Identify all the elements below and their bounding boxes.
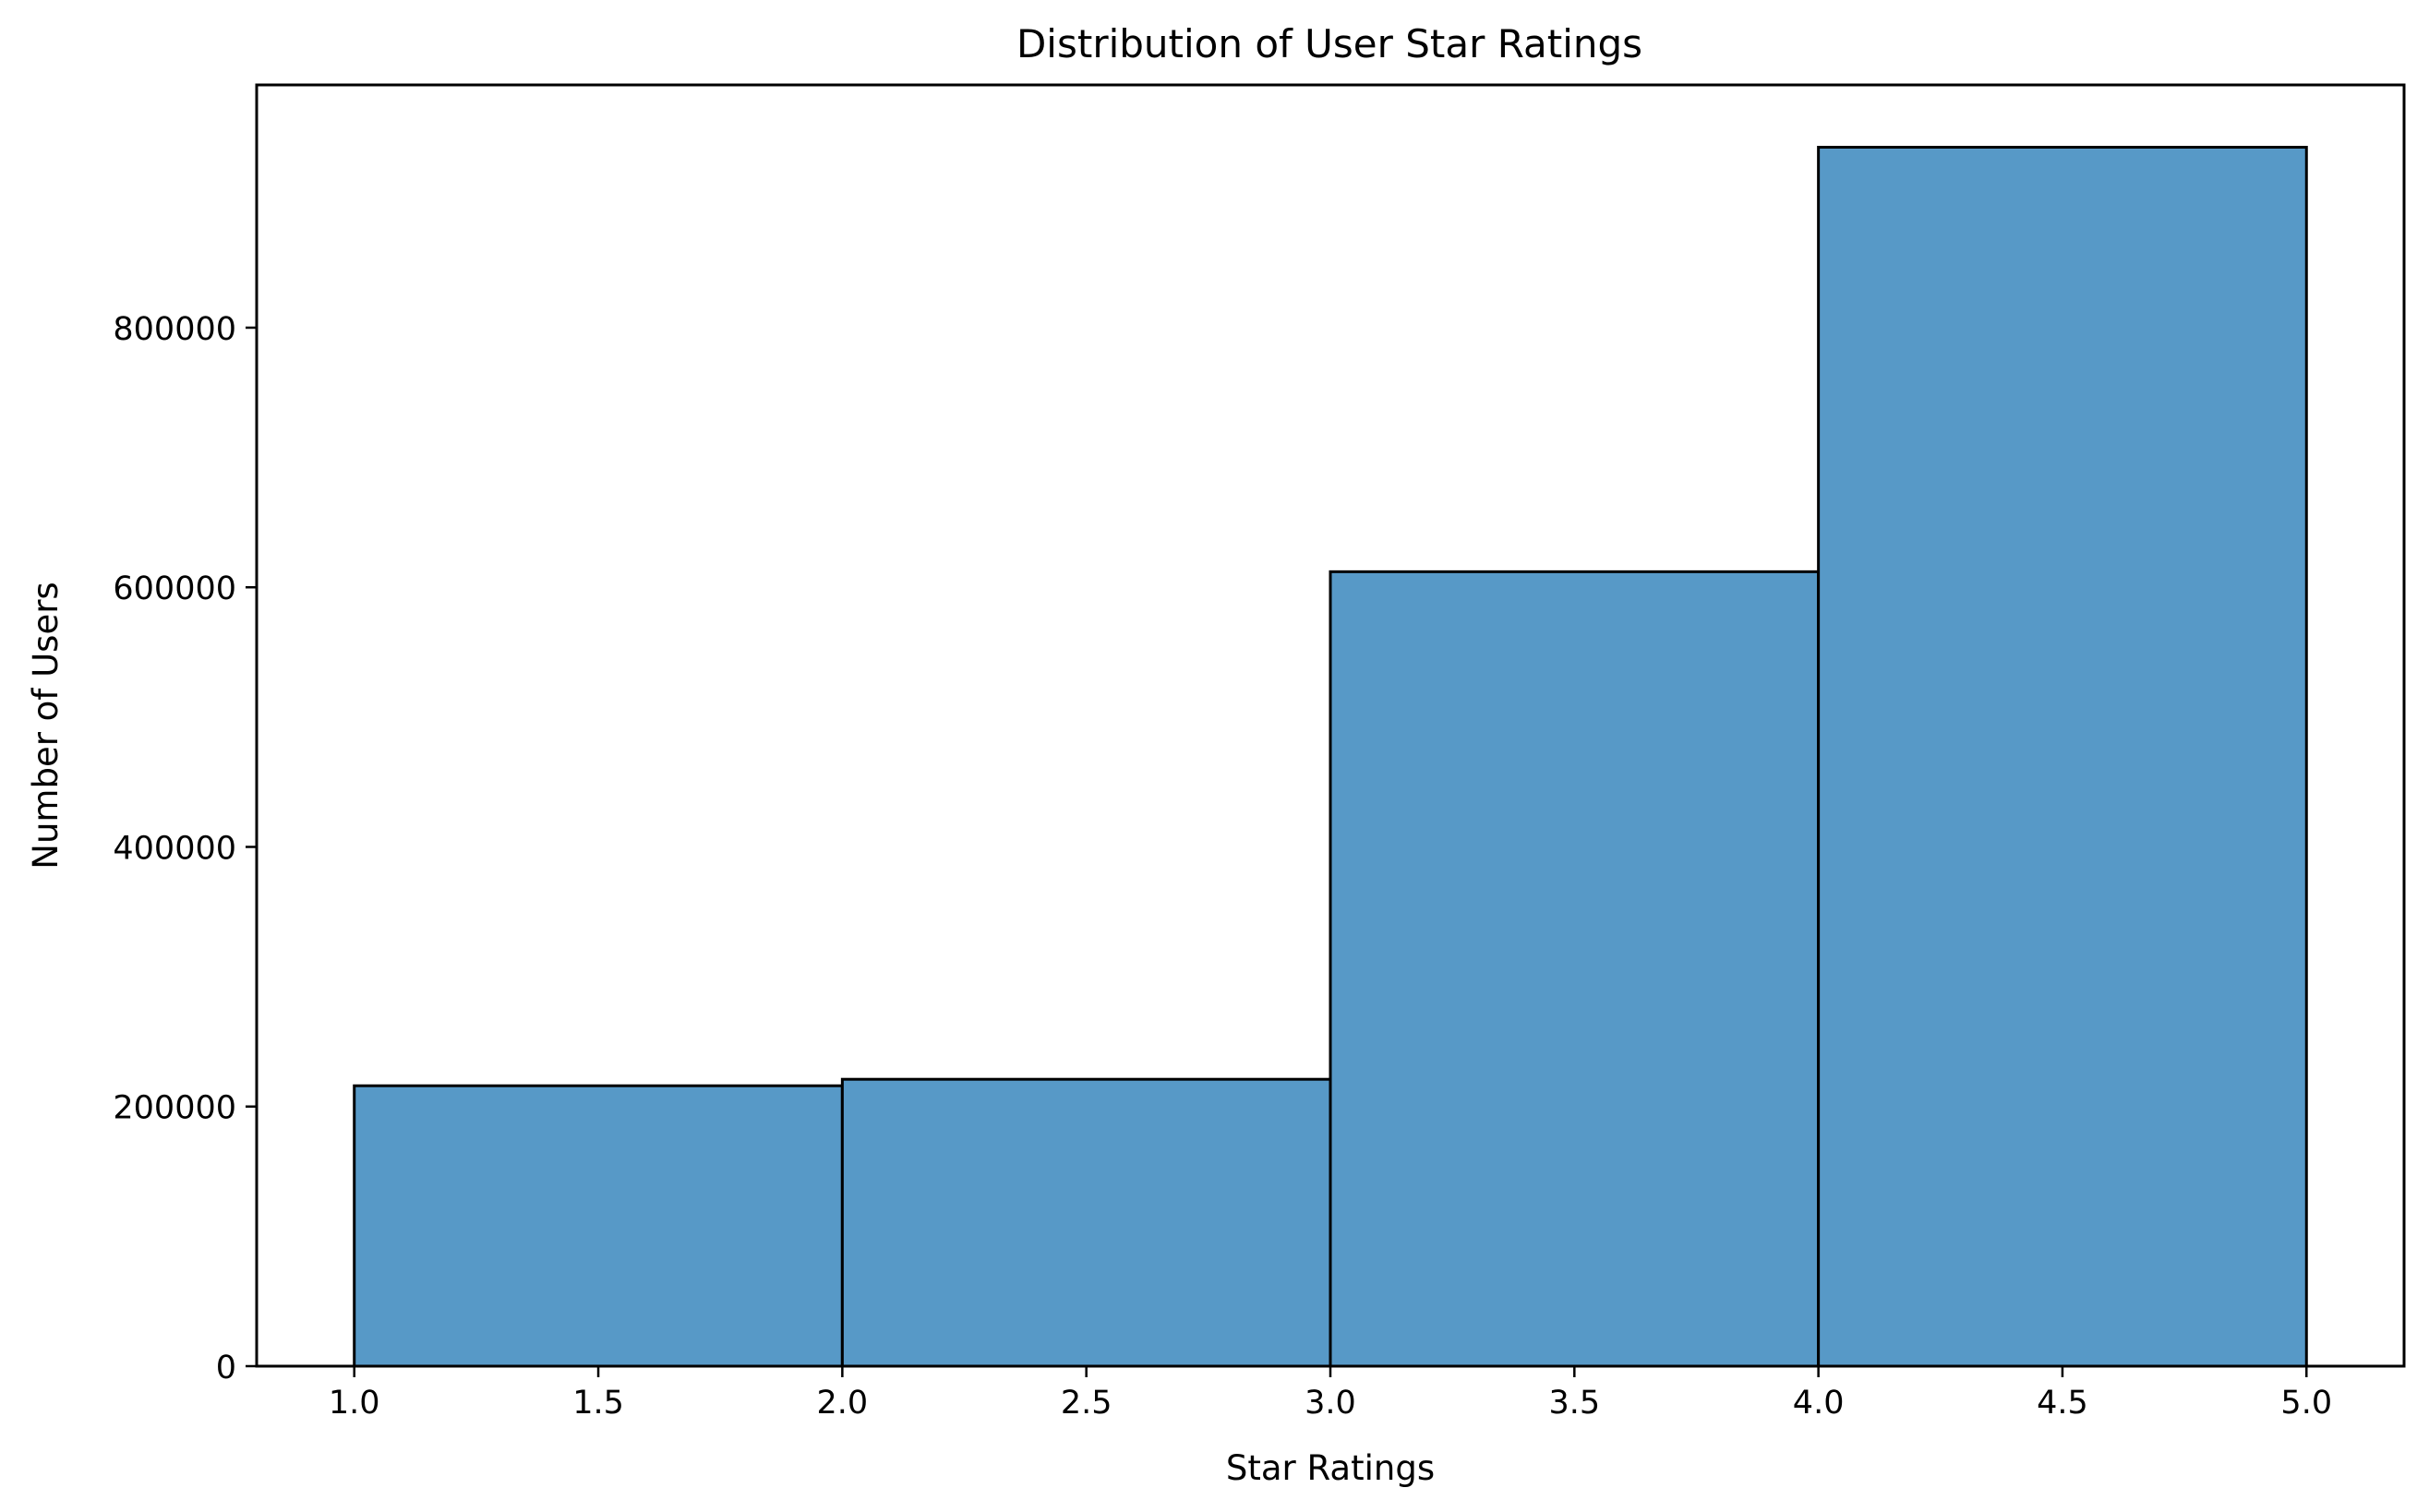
histogram-bar-1 [353, 1084, 844, 1368]
y-tick-label: 400000 [113, 830, 236, 867]
x-tick-label: 1.5 [572, 1385, 624, 1422]
y-axis-ticks: 0 200000 400000 600000 800000 [113, 311, 257, 1386]
x-axis-ticks: 1.0 1.5 2.0 2.5 3.0 3.5 4.0 4.5 5.0 [329, 1366, 2332, 1422]
plot-frame [255, 83, 2406, 1368]
histogram-bar-3 [1329, 570, 1821, 1368]
y-tick-label: 0 [216, 1350, 236, 1386]
x-tick-label: 4.0 [1793, 1385, 1845, 1422]
x-tick-label: 2.0 [817, 1385, 869, 1422]
y-axis-label: Number of Users [26, 582, 66, 869]
x-tick-label: 1.0 [329, 1385, 380, 1422]
x-tick-label: 2.5 [1061, 1385, 1112, 1422]
x-axis-label: Star Ratings [1226, 1448, 1435, 1488]
bars-group [353, 146, 2308, 1368]
histogram-bar-4 [1817, 146, 2308, 1368]
x-tick-label: 5.0 [2280, 1385, 2332, 1422]
y-tick-label: 200000 [113, 1090, 236, 1127]
chart-title: Distribution of User Star Ratings [1016, 21, 1642, 66]
x-tick-label: 3.5 [1548, 1385, 1600, 1422]
y-tick-label: 800000 [113, 311, 236, 348]
histogram-bar-2 [840, 1077, 1332, 1368]
y-tick-label: 600000 [113, 570, 236, 607]
x-tick-label: 3.0 [1305, 1385, 1356, 1422]
x-tick-label: 4.5 [2037, 1385, 2088, 1422]
